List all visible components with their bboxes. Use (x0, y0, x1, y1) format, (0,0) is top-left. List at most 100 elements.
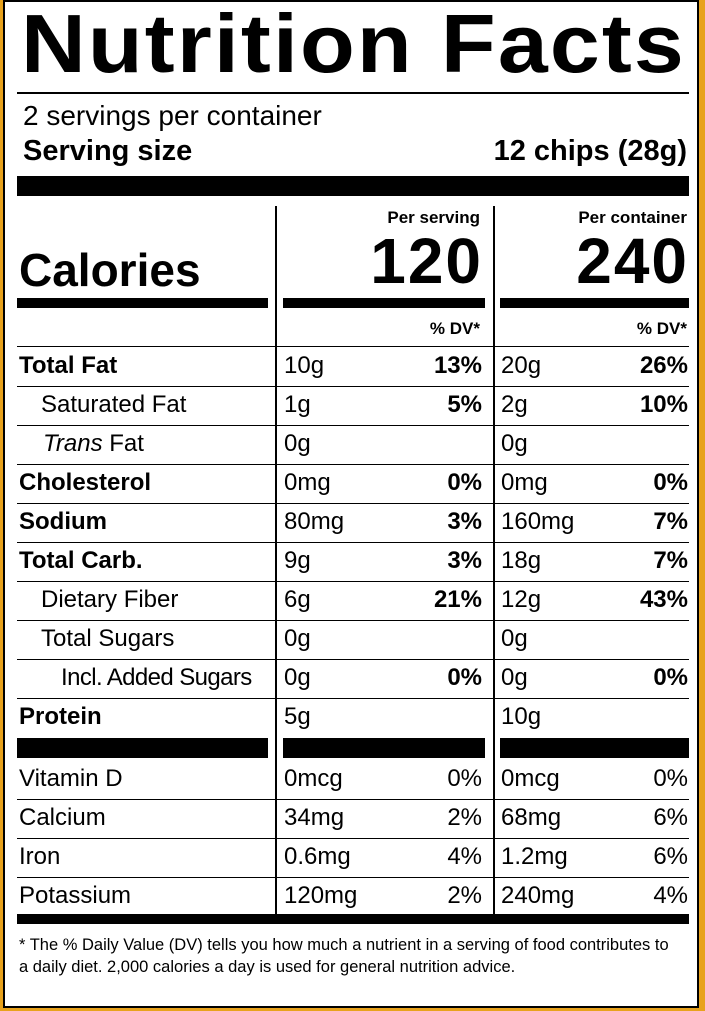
nutrient-name: Protein (19, 703, 102, 730)
per-container-header: Per container (578, 208, 687, 227)
container-amount: 10g (501, 703, 542, 730)
serving-amount: 5g (284, 703, 311, 730)
container-dv: 43% (639, 586, 688, 613)
row-divider (17, 838, 689, 839)
serving-dv: 2% (447, 882, 482, 909)
nutrient-row-sodium: Sodium 80mg 3% 160mg 7% (5, 503, 697, 542)
container-amount: 18g (501, 547, 542, 574)
serving-dv: 2% (447, 804, 482, 831)
row-divider (17, 542, 689, 543)
container-amount: 68mg (501, 804, 562, 831)
thick-bar-label (17, 738, 268, 758)
serving-amount: 120mg (284, 882, 358, 909)
container-amount: 0mcg (501, 765, 560, 792)
serving-amount: 80mg (284, 508, 345, 535)
trans-suffix: Fat (102, 430, 144, 457)
nutrient-row-cholesterol: Cholesterol 0mg 0% 0mg 0% (5, 464, 697, 503)
container-dv: 10% (639, 391, 688, 418)
serving-amount: 34mg (284, 804, 345, 831)
row-divider (17, 698, 689, 699)
dv-header-container: % DV* (636, 319, 687, 338)
container-dv: 0% (653, 765, 688, 792)
vitamin-name: Iron (19, 843, 61, 870)
container-dv: 6% (653, 804, 688, 831)
nutrient-row-dietary-fiber: Dietary Fiber 6g 21% 12g 43% (5, 581, 697, 620)
container-amount: 2g (501, 391, 528, 418)
row-divider (17, 799, 689, 800)
container-amount: 0mg (501, 469, 548, 496)
serving-amount: 0g (284, 625, 311, 652)
serving-dv: 3% (447, 508, 482, 535)
dv-header-serving: % DV* (429, 319, 480, 338)
nutrient-name: Sodium (19, 508, 107, 535)
nutrient-name: Total Carb. (19, 547, 143, 574)
calories-label: Calories (19, 244, 201, 296)
thick-bar-container (500, 738, 689, 758)
row-divider (17, 877, 689, 878)
per-serving-header: Per serving (387, 208, 480, 227)
calories-bar-container (500, 298, 689, 308)
vitamin-row-iron: Iron 0.6mg 4% 1.2mg 6% (5, 838, 697, 877)
serving-amount: 0g (284, 430, 311, 457)
nutrient-row-added-sugars: Incl. Added Sugars 0g 0% 0g 0% (5, 659, 697, 698)
nutrient-name: Cholesterol (19, 469, 152, 496)
serving-size-label: Serving size (23, 135, 193, 167)
panel-title: Nutrition Facts (21, 0, 686, 90)
nutrient-name: Saturated Fat (41, 391, 187, 418)
vitamin-name: Vitamin D (19, 765, 123, 792)
vitamin-row-vitamin-d: Vitamin D 0mcg 0% 0mcg 0% (5, 760, 697, 799)
container-amount: 12g (501, 586, 542, 613)
thick-bar-top (17, 176, 689, 196)
vitamin-row-potassium: Potassium 120mg 2% 240mg 4% (5, 877, 697, 916)
thick-bar-serving (283, 738, 485, 758)
serving-dv: 4% (447, 843, 482, 870)
row-divider (17, 425, 689, 426)
vitamin-row-calcium: Calcium 34mg 2% 68mg 6% (5, 799, 697, 838)
container-dv: 6% (653, 843, 688, 870)
servings-per-container: 2 servings per container (23, 100, 322, 131)
vitamin-name: Calcium (19, 804, 106, 831)
serving-amount: 10g (284, 352, 325, 379)
container-amount: 0g (501, 664, 528, 691)
container-amount: 240mg (501, 882, 575, 909)
row-divider (17, 581, 689, 582)
container-amount: 20g (501, 352, 542, 379)
nutrient-name: Dietary Fiber (41, 586, 179, 613)
row-divider (17, 464, 689, 465)
serving-amount: 9g (284, 547, 311, 574)
serving-dv: 21% (433, 586, 482, 613)
nutrient-row-saturated-fat: Saturated Fat 1g 5% 2g 10% (5, 386, 697, 425)
serving-size-value: 12 chips (28g) (493, 135, 687, 167)
container-dv: 7% (653, 547, 688, 574)
nutrient-name: Trans Fat (43, 427, 144, 461)
trans-italic: Trans (43, 430, 103, 457)
container-amount: 160mg (501, 508, 575, 535)
calories-per-container: 240 (576, 225, 689, 297)
nutrient-row-trans-fat: Trans Fat 0g 0g (5, 425, 697, 464)
calories-bar-serving (283, 298, 485, 308)
container-dv: 7% (653, 508, 688, 535)
nutrient-row-total-carb: Total Carb. 9g 3% 18g 7% (5, 542, 697, 581)
nutrient-row-total-fat: Total Fat 10g 13% 20g 26% (5, 347, 697, 386)
serving-dv: 3% (447, 547, 482, 574)
serving-amount: 1g (284, 391, 311, 418)
container-amount: 0g (501, 625, 528, 652)
nutrient-row-total-sugars: Total Sugars 0g 0g (5, 620, 697, 659)
calories-bar-label (17, 298, 268, 308)
row-divider (17, 386, 689, 387)
nutrient-row-protein: Protein 5g 10g (5, 698, 697, 737)
serving-amount: 6g (284, 586, 311, 613)
row-divider (17, 503, 689, 504)
serving-amount: 0g (284, 664, 311, 691)
column-separator-right (493, 206, 495, 914)
title-divider (17, 92, 689, 94)
serving-amount: 0mg (284, 469, 331, 496)
container-dv: 0% (653, 664, 688, 691)
serving-dv: 0% (447, 664, 482, 691)
nutrient-name: Total Sugars (41, 625, 175, 652)
row-divider (17, 620, 689, 621)
container-dv: 26% (639, 352, 688, 379)
container-amount: 1.2mg (501, 843, 568, 870)
vitamin-name: Potassium (19, 882, 132, 909)
dv-header-divider (17, 346, 689, 347)
